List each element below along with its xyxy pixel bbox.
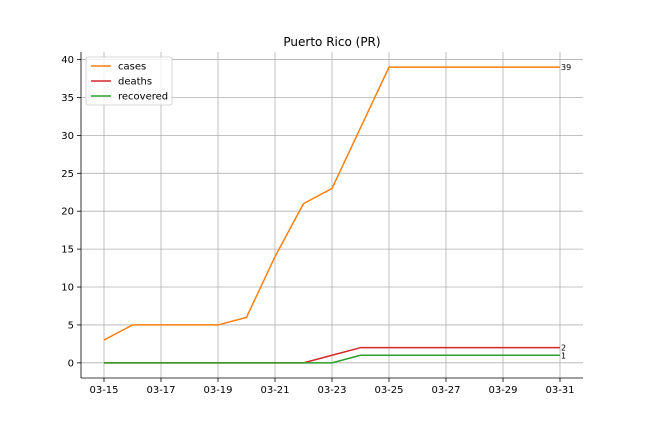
series-line-cases (103, 66, 560, 341)
y-tick-label: 20 (61, 207, 74, 218)
x-tick-label: 03-29 (488, 385, 517, 396)
legend-label-cases: cases (118, 62, 146, 73)
series-lines (103, 66, 560, 364)
end-label-recovered: 1 (561, 351, 566, 360)
end-label-deaths: 2 (561, 344, 566, 353)
y-tick-label: 30 (61, 131, 74, 142)
legend-label-recovered: recovered (118, 92, 168, 103)
x-tick-label: 03-15 (89, 385, 118, 396)
y-tick-label: 15 (61, 245, 74, 256)
y-tick-label: 5 (68, 320, 74, 331)
x-tick-label: 03-17 (146, 385, 175, 396)
series-line-recovered (104, 354, 560, 364)
y-tick-label: 40 (61, 55, 74, 66)
legend: cases deaths recovered (85, 56, 173, 106)
y-tick-label: 35 (61, 93, 74, 104)
x-tick-label: 03-23 (317, 385, 346, 396)
x-tick-label: 03-27 (431, 385, 460, 396)
y-tick-label: 25 (61, 169, 74, 180)
chart-title: Puerto Rico (PR) (283, 35, 380, 49)
legend-label-deaths: deaths (118, 77, 152, 88)
end-labels: 39 21 (561, 63, 571, 360)
x-tick-label: 03-19 (203, 385, 232, 396)
axes: 03-15 03-17 03-19 03-21 03-23 03-25 03-27 03-29… (61, 52, 583, 396)
legend-box (85, 56, 173, 106)
y-tick-label: 10 (61, 283, 74, 294)
x-tick-label: 03-31 (545, 385, 574, 396)
x-tick-label: 03-21 (260, 385, 289, 396)
x-tick-label: 03-25 (374, 385, 403, 396)
y-tick-label: 0 (68, 358, 74, 369)
end-label-cases: 39 (561, 63, 571, 72)
